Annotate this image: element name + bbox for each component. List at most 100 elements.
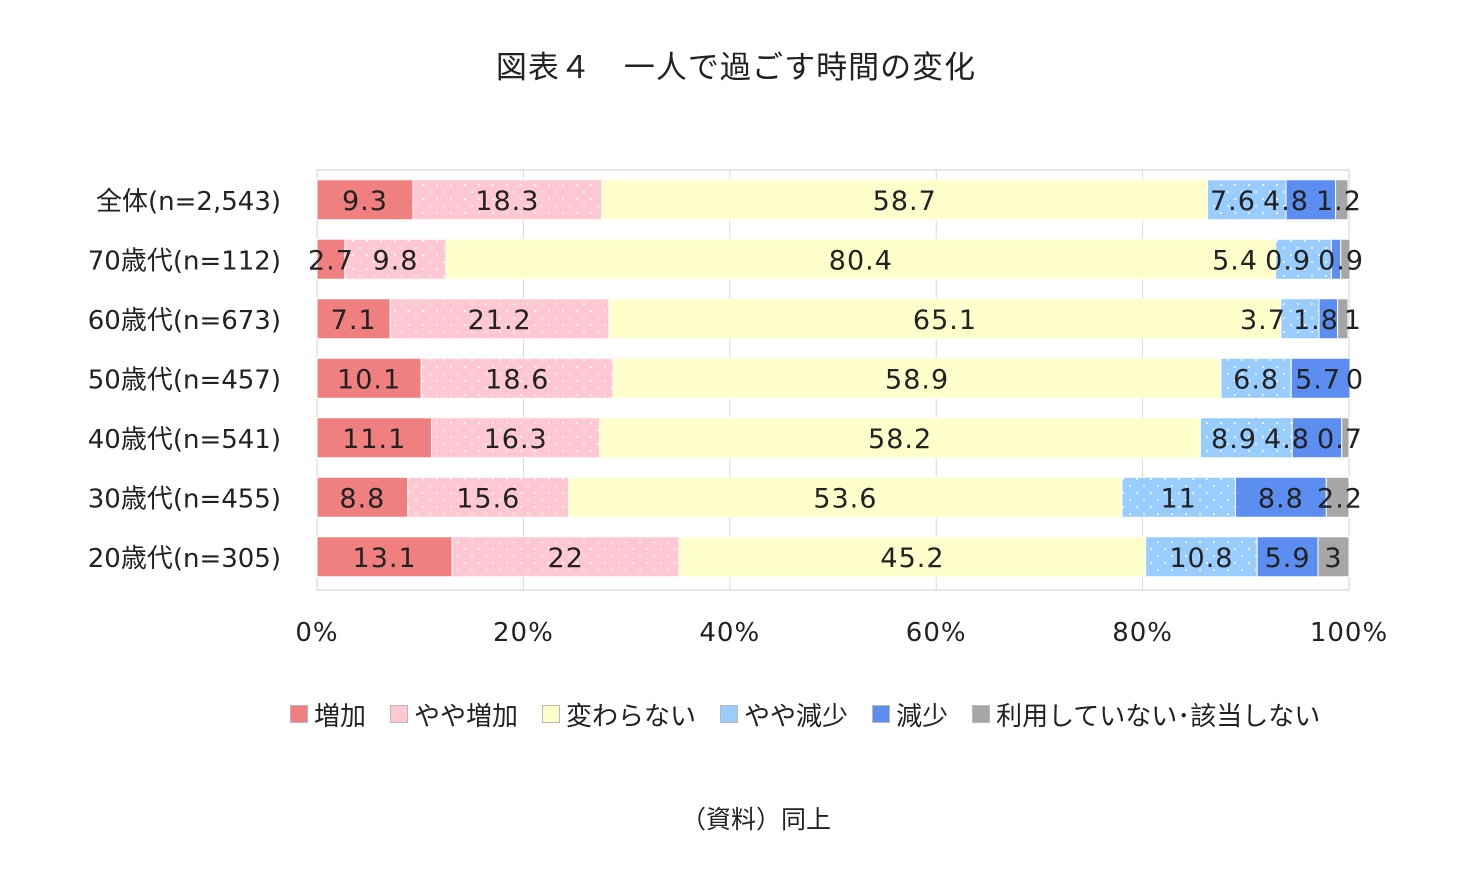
bar-segment: [445, 238, 1277, 280]
data-label: 4.8: [1263, 186, 1309, 217]
data-label: 10.8: [1169, 543, 1233, 574]
data-label: 58.9: [885, 364, 949, 395]
legend-label: 減少: [896, 701, 949, 732]
data-label: 5.9: [1265, 543, 1311, 574]
bar-segment: [678, 536, 1147, 578]
legend-label: 利用していない･該当しない: [996, 701, 1321, 732]
data-label: 1.8: [1293, 305, 1339, 336]
bar-segment: [568, 476, 1123, 518]
legend-swatch: [720, 705, 739, 723]
x-tick-label: 40%: [699, 618, 760, 648]
bar-segment: [316, 298, 391, 340]
legend-label: 増加: [314, 701, 367, 732]
x-tick-label: 60%: [906, 618, 967, 648]
legend-label: やや減少: [744, 701, 849, 732]
data-label: 22: [548, 543, 584, 574]
chart-title: 図表４ 一人で過ごす時間の変化: [495, 50, 977, 86]
bar-segment: [608, 298, 1282, 340]
data-label: 7.6: [1210, 186, 1256, 217]
bar-segment: [431, 417, 601, 459]
data-label: 11: [1161, 483, 1197, 514]
data-label: 21.2: [468, 305, 532, 336]
legend-item: やや減少: [720, 696, 848, 733]
data-label: 53.6: [813, 483, 877, 514]
data-label: 8.9: [1211, 424, 1257, 455]
data-labels: 9.3 18.3 58.7 7.6 4.8 1.22.7 9.8 80.4 5.4 0.9 0.97…: [308, 186, 1364, 574]
bar-segment: [316, 357, 422, 399]
bars: [316, 179, 1351, 578]
category-label: 30歳代(n=455): [88, 484, 281, 514]
bar-segment: [1285, 179, 1337, 221]
data-label: 16.3: [484, 424, 548, 455]
bar-segment: [601, 179, 1209, 221]
bar-segment: [1207, 179, 1287, 221]
legend-item: 変わらない: [542, 696, 696, 733]
bar-segment: [316, 476, 409, 518]
data-label: 2.2: [1317, 483, 1363, 514]
data-label: 3.7: [1240, 305, 1286, 336]
data-label: 58.2: [868, 424, 932, 455]
bar-segment: [1121, 476, 1236, 518]
bar-segment: [1340, 238, 1351, 280]
data-label: 9.8: [372, 245, 418, 276]
data-label: 18.6: [485, 364, 549, 395]
data-label: 45.2: [880, 543, 944, 574]
legend-item: 増加: [290, 696, 366, 733]
bar-segment: [1291, 417, 1343, 459]
data-label: 0.7: [1317, 424, 1363, 455]
bar-segment: [1280, 298, 1320, 340]
data-label: 5.4: [1212, 245, 1258, 276]
bar-segment: [1341, 417, 1350, 459]
bar-segment: [1220, 357, 1292, 399]
bar-segment: [1317, 536, 1350, 578]
bar-segment: [1337, 298, 1349, 340]
bar-segment: [420, 357, 614, 399]
legend-item: やや増加: [390, 696, 518, 733]
data-label: 1.2: [1316, 186, 1362, 217]
category-label: 20歳代(n=305): [88, 544, 281, 574]
bar-segment: [1290, 357, 1351, 399]
legend-item: 減少: [872, 696, 948, 733]
bar-segment: [599, 417, 1201, 459]
data-label: 10.1: [337, 364, 401, 395]
data-label: 18.3: [475, 186, 539, 217]
data-label: 4.8: [1264, 424, 1310, 455]
category-labels: 全体(n=2,543) 70歳代(n=112) 60歳代(n=673) 50歳代(n=…: [88, 187, 281, 574]
legend-swatch: [542, 705, 561, 723]
bar-segment: [1256, 536, 1319, 578]
x-tick-label: 100%: [1310, 618, 1388, 648]
data-label: 2.7: [308, 245, 354, 276]
bar-segment: [344, 238, 447, 280]
bar-segment: [389, 298, 610, 340]
data-label: 58.7: [873, 186, 937, 217]
x-tick-label: 80%: [1112, 618, 1173, 648]
category-label: 50歳代(n=457): [88, 365, 281, 395]
bar-segment: [1145, 536, 1258, 578]
legend-swatch: [972, 705, 991, 723]
data-label: 13.1: [353, 543, 417, 574]
legend-swatch: [872, 705, 891, 723]
legend-label: やや増加: [414, 701, 519, 732]
bar-segment: [316, 238, 346, 280]
data-label: 5.7: [1295, 364, 1341, 395]
source-note: （資料）同上: [680, 805, 831, 834]
category-label: 70歳代(n=112): [88, 246, 281, 276]
data-label: 0.9: [1318, 245, 1364, 276]
data-label: 9.3: [342, 186, 388, 217]
bar-segment: [1199, 417, 1293, 459]
data-label: 0.9: [1265, 245, 1311, 276]
legend-swatch: [390, 705, 409, 723]
data-label: 7.1: [331, 305, 377, 336]
legend-swatch: [290, 705, 308, 723]
bar-segment: [612, 357, 1222, 399]
category-label: 40歳代(n=541): [88, 425, 281, 455]
legend-item: 利用していない･該当しない: [972, 696, 1320, 733]
bar-segment: [451, 536, 680, 578]
x-axis-ticks: 0% 20% 40% 60% 80% 100%: [295, 618, 1388, 648]
bar-segment: [407, 476, 570, 518]
data-label: 6.8: [1233, 364, 1279, 395]
data-label: 0: [1346, 364, 1364, 395]
legend-label: 変わらない: [566, 701, 697, 732]
data-label: 8.8: [1258, 483, 1304, 514]
